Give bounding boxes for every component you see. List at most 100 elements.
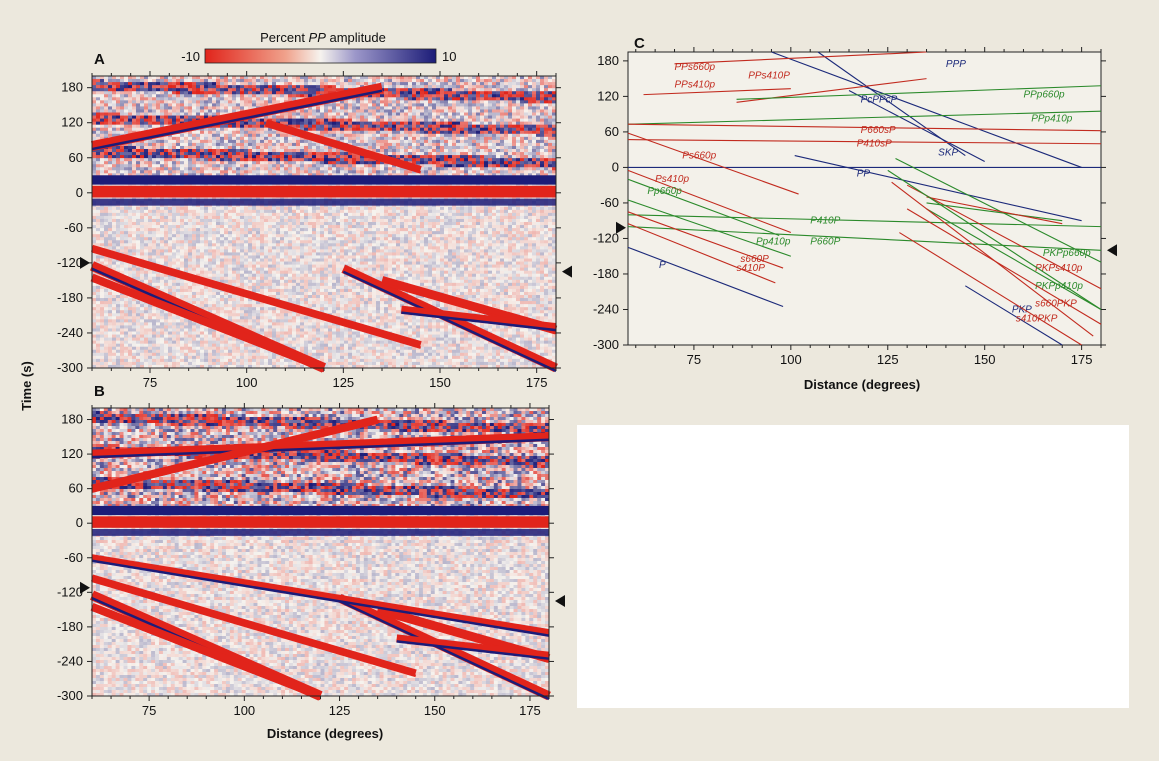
heatmap-cell [112,307,117,311]
heatmap-cell [212,139,217,144]
heatmap-cell [172,79,177,83]
heatmap-cell [164,212,169,217]
heatmap-cell [240,295,245,299]
heatmap-cell [236,337,241,342]
heatmap-cell [100,149,105,153]
heatmap-cell [164,258,169,263]
heatmap-cell [264,136,269,141]
heatmap-cell [288,334,293,339]
heatmap-cell [248,270,253,275]
heatmap-cell [120,343,125,348]
heatmap-cell [284,136,289,141]
heatmap-cell [144,145,149,150]
heatmap-cell [180,100,185,104]
heatmap-cell [144,322,149,326]
heatmap-cell [248,167,253,171]
heatmap-cell [132,267,137,272]
heatmap-cell [144,246,149,250]
heatmap-cell [160,173,165,177]
heatmap-cell [184,145,189,150]
heatmap-cell [268,231,273,235]
heatmap-cell [296,237,301,241]
heatmap-cell [228,352,233,357]
heatmap-cell [264,225,269,229]
heatmap-cell [172,343,177,348]
heatmap-cell [188,212,193,217]
heatmap-cell [164,334,169,339]
heatmap-cell [184,352,189,357]
heatmap-cell [96,97,101,101]
heatmap-cell [192,100,197,104]
heatmap-cell [216,261,221,266]
heatmap-cell [276,252,281,256]
heatmap-cell [236,124,241,129]
heatmap-cell [260,228,265,232]
heatmap-cell [164,364,169,369]
heatmap-cell [192,243,197,247]
heatmap-cell [136,240,141,244]
heatmap-cell [132,231,137,235]
heatmap-cell [104,82,109,86]
heatmap-cell [104,234,109,238]
heatmap-cell [124,313,129,317]
heatmap-cell [128,295,133,299]
heatmap-cell [288,322,293,326]
heatmap-cell [156,358,161,363]
heatmap-cell [96,158,101,162]
heatmap-cell [260,100,265,104]
heatmap-cell [112,261,117,266]
heatmap-cell [160,346,165,351]
heatmap-cell [216,264,221,269]
heatmap-cell [172,118,177,123]
heatmap-cell [116,264,121,269]
heatmap-cell [208,358,213,363]
heatmap-cell [144,325,149,329]
heatmap-cell [192,295,197,299]
heatmap-cell [128,246,133,250]
heatmap-cell [204,328,209,332]
heatmap-cell [200,170,205,174]
heatmap-cell [100,124,105,129]
heatmap-cell [248,346,253,351]
heatmap-cell [232,273,237,278]
heatmap-cell [140,158,145,162]
heatmap-cell [176,319,181,323]
heatmap-cell [160,340,165,345]
heatmap-cell [108,243,113,247]
heatmap-cell [156,103,161,107]
heatmap-cell [200,225,205,229]
heatmap-cell [232,310,237,314]
heatmap-cell [104,161,109,165]
heatmap-cell [292,149,297,153]
heatmap-cell [112,130,117,135]
heatmap-cell [204,261,209,266]
heatmap-cell [96,130,101,135]
heatmap-cell [116,291,121,296]
heatmap-cell [292,152,297,156]
heatmap-cell [104,240,109,244]
heatmap-cell [268,310,273,314]
heatmap-cell [276,100,281,104]
heatmap-cell [180,255,185,259]
heatmap-cell [92,161,97,165]
heatmap-cell [172,331,177,336]
heatmap-cell [256,273,261,278]
heatmap-cell [292,331,297,336]
heatmap-cell [196,337,201,342]
heatmap-cell [284,133,289,138]
heatmap-cell [236,228,241,232]
heatmap-cell [128,103,133,107]
heatmap-cell [148,115,153,120]
heatmap-cell [176,152,181,156]
heatmap-cell [96,337,101,342]
heatmap-cell [160,334,165,339]
heatmap-cell [244,76,249,80]
heatmap-cell [280,252,285,256]
heatmap-cell [120,109,125,113]
heatmap-cell [132,215,137,220]
heatmap-cell [148,322,153,326]
heatmap-cell [200,267,205,272]
heatmap-cell [136,243,141,247]
heatmap-cell [260,161,265,165]
heatmap-cell [176,133,181,138]
